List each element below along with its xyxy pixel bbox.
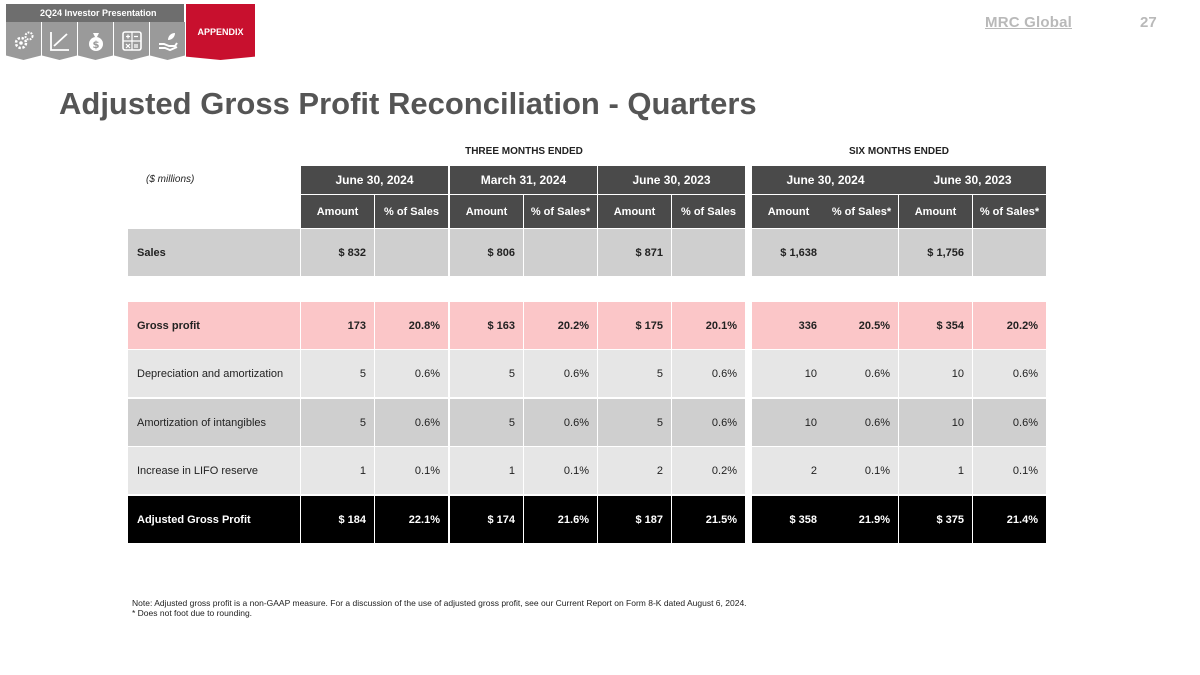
- row-label: Amortization of intangibles: [128, 399, 300, 446]
- table-cell: $ 871: [598, 229, 671, 276]
- table-cell: 1: [899, 447, 972, 494]
- table-cell: 0.1%: [524, 447, 597, 494]
- table-cell: 336: [752, 302, 825, 349]
- table-cell: $ 832: [301, 229, 374, 276]
- three-months-heading: THREE MONTHS ENDED: [465, 146, 583, 157]
- table-cell: 0.6%: [524, 399, 597, 446]
- table-cell: $ 184: [301, 496, 374, 543]
- table-cell: 173: [301, 302, 374, 349]
- table-cell: [825, 229, 898, 276]
- table-cell: 20.2%: [524, 302, 597, 349]
- company-logo: MRC Global: [985, 14, 1072, 31]
- table-cell: 0.6%: [375, 399, 448, 446]
- units-label: ($ millions): [146, 174, 195, 185]
- table-cell: 22.1%: [375, 496, 448, 543]
- table-cell: 21.5%: [672, 496, 745, 543]
- table-cell: 0.2%: [672, 447, 745, 494]
- column-header-percent-sales: % of Sales*: [524, 195, 597, 228]
- table-cell: 10: [752, 399, 825, 446]
- money-bag-icon[interactable]: $: [78, 22, 113, 60]
- table-cell: 21.4%: [973, 496, 1046, 543]
- section-nav: $: [6, 22, 186, 60]
- chart-line-icon[interactable]: [42, 22, 77, 60]
- column-header-amount: Amount: [450, 195, 523, 228]
- table-cell: 20.1%: [672, 302, 745, 349]
- table-cell: 5: [450, 350, 523, 397]
- table-cell: $ 174: [450, 496, 523, 543]
- period-header: March 31, 2024: [450, 166, 597, 194]
- table-cell: 0.1%: [375, 447, 448, 494]
- table-cell: [524, 229, 597, 276]
- table-cell: 5: [301, 350, 374, 397]
- table-cell: 0.6%: [672, 350, 745, 397]
- appendix-tab[interactable]: APPENDIX: [186, 4, 255, 60]
- table-cell: 10: [899, 399, 972, 446]
- table-cell: $ 1,638: [752, 229, 825, 276]
- table-cell: 0.6%: [672, 399, 745, 446]
- table-cell: 10: [752, 350, 825, 397]
- table-cell: 1: [450, 447, 523, 494]
- table-cell: 0.6%: [973, 399, 1046, 446]
- table-cell: 0.6%: [825, 350, 898, 397]
- six-months-heading: SIX MONTHS ENDED: [848, 146, 949, 157]
- table-cell: $ 358: [752, 496, 825, 543]
- table-cell: 5: [450, 399, 523, 446]
- column-header-amount: Amount: [899, 195, 972, 228]
- period-header: June 30, 2023: [899, 166, 1046, 194]
- period-header: June 30, 2024: [301, 166, 448, 194]
- column-header-amount: Amount: [752, 195, 825, 228]
- column-header-amount: Amount: [598, 195, 671, 228]
- column-header-percent-sales: % of Sales*: [973, 195, 1046, 228]
- table-cell: 0.6%: [375, 350, 448, 397]
- column-header-percent-sales: % of Sales: [672, 195, 745, 228]
- column-header-percent-sales: % of Sales*: [825, 195, 898, 228]
- table-cell: [973, 229, 1046, 276]
- table-cell: 20.5%: [825, 302, 898, 349]
- table-cell: [375, 229, 448, 276]
- table-cell: $ 806: [450, 229, 523, 276]
- period-header: June 30, 2024: [752, 166, 899, 194]
- table-cell: $ 175: [598, 302, 671, 349]
- column-header-percent-sales: % of Sales: [375, 195, 448, 228]
- footnotes: Note: Adjusted gross profit is a non-GAA…: [132, 598, 747, 618]
- table-cell: 5: [301, 399, 374, 446]
- table-cell: 0.6%: [524, 350, 597, 397]
- hand-giving-icon[interactable]: [150, 22, 185, 60]
- row-label: Sales: [128, 229, 300, 276]
- table-cell: 5: [598, 350, 671, 397]
- footnote-rounding: * Does not foot due to rounding.: [132, 608, 253, 618]
- footnote-gaap: Note: Adjusted gross profit is a non-GAA…: [132, 598, 747, 608]
- table-cell: 2: [752, 447, 825, 494]
- calculator-icon[interactable]: [114, 22, 149, 60]
- table-cell: 0.6%: [973, 350, 1046, 397]
- column-header-amount: Amount: [301, 195, 374, 228]
- period-header: June 30, 2023: [598, 166, 745, 194]
- row-label: Increase in LIFO reserve: [128, 447, 300, 494]
- table-cell: $ 187: [598, 496, 671, 543]
- table-cell: 0.6%: [825, 399, 898, 446]
- table-cell: $ 354: [899, 302, 972, 349]
- row-label: Adjusted Gross Profit: [128, 496, 300, 543]
- table-cell: [672, 229, 745, 276]
- table-cell: 21.9%: [825, 496, 898, 543]
- svg-text:$: $: [92, 40, 99, 51]
- table-cell: $ 375: [899, 496, 972, 543]
- presentation-label: 2Q24 Investor Presentation: [6, 4, 184, 22]
- table-cell: 20.2%: [973, 302, 1046, 349]
- table-cell: 20.8%: [375, 302, 448, 349]
- table-cell: 0.1%: [973, 447, 1046, 494]
- table-cell: 2: [598, 447, 671, 494]
- table-cell: 0.1%: [825, 447, 898, 494]
- page-number: 27: [1140, 14, 1157, 31]
- table-cell: 21.6%: [524, 496, 597, 543]
- page-title: Adjusted Gross Profit Reconciliation - Q…: [59, 86, 757, 121]
- table-cell: 10: [899, 350, 972, 397]
- table-cell: $ 163: [450, 302, 523, 349]
- table-cell: 1: [301, 447, 374, 494]
- table-cell: $ 1,756: [899, 229, 972, 276]
- table-cell: 5: [598, 399, 671, 446]
- row-label: Depreciation and amortization: [128, 350, 300, 397]
- gears-icon[interactable]: [6, 22, 41, 60]
- row-label: Gross profit: [128, 302, 300, 349]
